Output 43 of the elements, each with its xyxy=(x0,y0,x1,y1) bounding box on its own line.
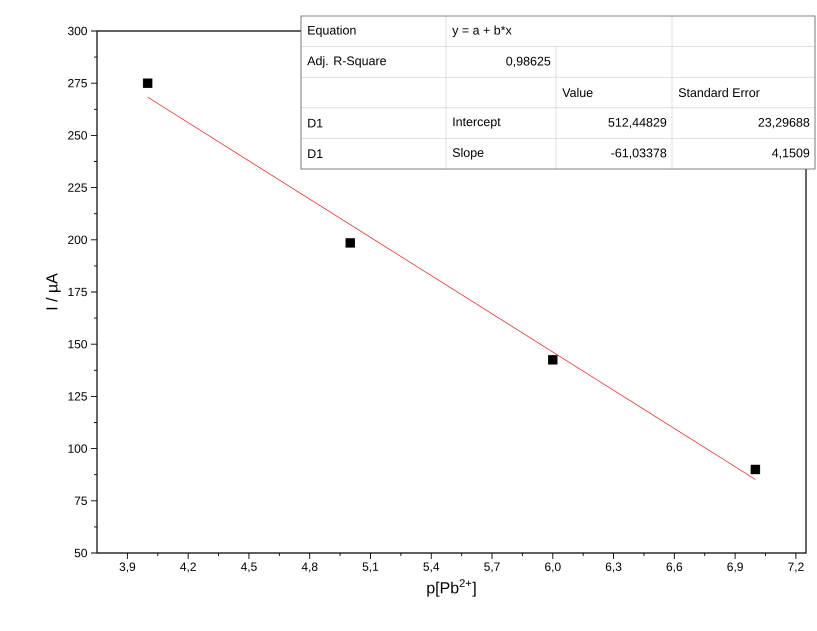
annotation: 0,98625 xyxy=(506,56,550,68)
annotation: D1 xyxy=(308,149,323,158)
annotation: Value xyxy=(562,88,593,98)
point xyxy=(346,238,355,248)
annotation: -61,03378 xyxy=(611,148,666,159)
annotation: 4,1509 xyxy=(772,148,810,159)
annotation: 512,44829 xyxy=(608,118,666,128)
y-tick-label: 175 xyxy=(68,288,87,296)
annotation: Standard Error xyxy=(678,88,760,98)
x-tick-label: 4,5 xyxy=(240,562,257,572)
x-tick-label: 5,7 xyxy=(484,562,500,572)
x-tick-label: 5,4 xyxy=(423,562,440,572)
x-axis-title: p[Pb$^{2+}$] xyxy=(427,579,476,597)
x-tick-label: 6,6 xyxy=(666,562,682,572)
y-tick-label: 125 xyxy=(68,392,87,401)
x-tick-label: 4,8 xyxy=(302,562,318,572)
x-tick-label: 3,9 xyxy=(120,562,136,572)
y-axis-title: I / µA xyxy=(46,273,61,310)
x-tick-label: 5,1 xyxy=(362,562,378,572)
y-tick-label: 250 xyxy=(68,131,88,140)
x-tick-label: 6,9 xyxy=(727,562,743,572)
y-tick-label: 75 xyxy=(74,496,87,505)
x-tick-label: 6,3 xyxy=(606,562,622,572)
annotation: y = a + b*x xyxy=(452,25,512,38)
point xyxy=(750,464,760,474)
y-tick-label: 225 xyxy=(68,183,87,192)
y-tick-label: 275 xyxy=(68,78,87,88)
point xyxy=(142,78,152,88)
y-tick-label: 200 xyxy=(68,236,88,244)
annotation: Slope xyxy=(452,148,484,160)
annotation: D1 xyxy=(308,118,323,128)
y-tick-label: 300 xyxy=(68,26,88,36)
annotation: Equation xyxy=(308,25,356,38)
point xyxy=(548,355,558,365)
y-tick-label: 50 xyxy=(74,548,88,558)
x-tick-label: 6,0 xyxy=(545,562,561,572)
annotation: Adj. R-Square xyxy=(307,56,386,68)
y-tick-label: 150 xyxy=(68,340,88,348)
x-tick-label: 7,2 xyxy=(788,562,804,572)
annotation: 23,29688 xyxy=(758,118,810,128)
x-tick-label: 4,2 xyxy=(180,562,196,572)
y-tick-label: 100 xyxy=(68,444,88,453)
annotation: Intercept xyxy=(453,118,501,129)
